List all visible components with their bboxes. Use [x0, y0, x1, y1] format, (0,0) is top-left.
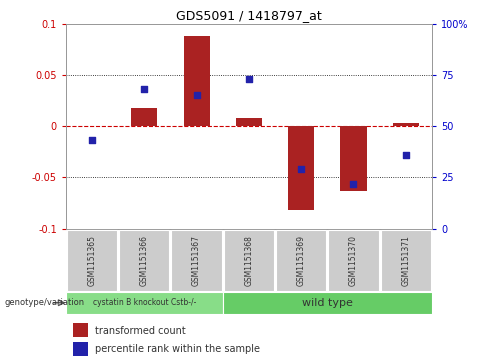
FancyBboxPatch shape: [223, 292, 432, 314]
Point: [245, 76, 253, 82]
Point: [402, 152, 409, 158]
Text: wild type: wild type: [302, 298, 353, 308]
Bar: [341, 126, 366, 191]
FancyBboxPatch shape: [66, 292, 223, 314]
FancyBboxPatch shape: [328, 230, 379, 291]
Text: GSM1151367: GSM1151367: [192, 235, 201, 286]
Text: GSM1151366: GSM1151366: [140, 235, 149, 286]
FancyBboxPatch shape: [381, 230, 431, 291]
FancyBboxPatch shape: [67, 230, 117, 291]
Point: [88, 138, 96, 143]
Bar: [288, 126, 314, 210]
FancyBboxPatch shape: [171, 230, 222, 291]
Point: [297, 166, 305, 172]
FancyBboxPatch shape: [119, 230, 169, 291]
Text: GSM1151370: GSM1151370: [349, 235, 358, 286]
Text: GSM1151365: GSM1151365: [87, 235, 97, 286]
Text: GSM1151368: GSM1151368: [244, 235, 253, 286]
Title: GDS5091 / 1418797_at: GDS5091 / 1418797_at: [176, 9, 322, 23]
Text: GSM1151371: GSM1151371: [401, 235, 410, 286]
Bar: [73, 323, 88, 338]
Bar: [131, 108, 158, 126]
Point: [349, 181, 357, 187]
Bar: [183, 36, 210, 126]
Text: percentile rank within the sample: percentile rank within the sample: [95, 344, 260, 354]
FancyBboxPatch shape: [276, 230, 326, 291]
Text: cystatin B knockout Cstb-/-: cystatin B knockout Cstb-/-: [93, 298, 196, 307]
Bar: [393, 123, 419, 126]
Text: genotype/variation: genotype/variation: [5, 298, 85, 307]
Point: [141, 86, 148, 92]
Text: transformed count: transformed count: [95, 326, 186, 336]
Bar: [236, 118, 262, 126]
Bar: [73, 342, 88, 356]
Point: [193, 93, 201, 98]
Text: GSM1151369: GSM1151369: [297, 235, 305, 286]
FancyBboxPatch shape: [224, 230, 274, 291]
